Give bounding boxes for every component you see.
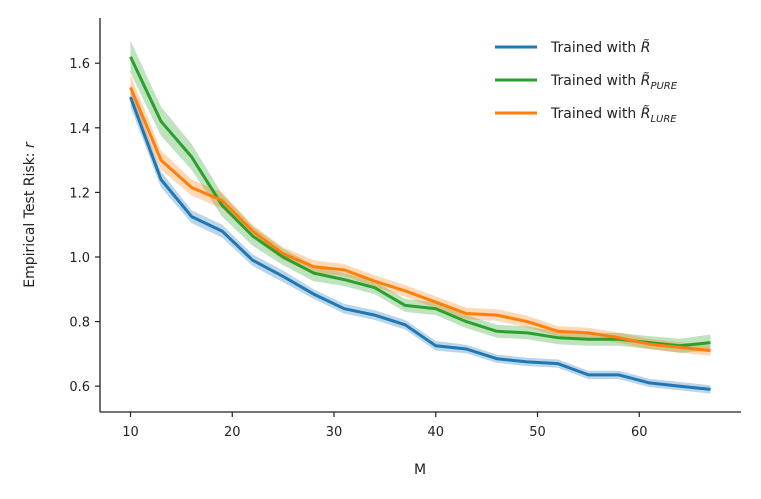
x-tick-label: 60 — [631, 425, 648, 440]
legend-label: Trained with R̃PURE — [550, 72, 678, 92]
confidence-bands — [130, 40, 711, 394]
legend-label-subscript: PURE — [650, 81, 677, 92]
y-tick-label: 1.0 — [69, 251, 90, 266]
legend-label-prefix: Trained with — [550, 73, 641, 89]
legend-label-var: R̃ — [641, 39, 651, 56]
legend-label: Trained with R̃LURE — [550, 105, 677, 125]
x-tick-label: 50 — [529, 425, 546, 440]
y-tick-label: 0.8 — [69, 316, 90, 331]
y-tick-label: 1.6 — [69, 57, 90, 72]
line-series-1 — [129, 96, 711, 391]
legend-item-2: Trained with R̃PURE — [495, 72, 678, 92]
y-tick-label: 0.6 — [69, 380, 90, 395]
legend-label-var: R̃ — [641, 105, 651, 122]
y-axis-label-var: r — [22, 141, 38, 148]
line-series-2 — [129, 56, 711, 348]
x-tick-label: 40 — [427, 425, 444, 440]
legend: Trained with R̃Trained with R̃PURETraine… — [495, 39, 678, 125]
legend-label: Trained with R̃ — [550, 39, 650, 56]
x-ticks: 10 20 30 40 50 60 — [122, 412, 648, 440]
y-tick-label: 1.4 — [69, 122, 90, 137]
axes — [99, 18, 741, 413]
series-lines — [129, 56, 711, 391]
legend-item-3: Trained with R̃LURE — [495, 105, 677, 125]
x-tick-label: 10 — [122, 425, 139, 440]
x-tick-label: 20 — [224, 425, 241, 440]
y-axis-label: Empirical Test Risk: r — [22, 141, 38, 288]
y-axis-label-text: Empirical Test Risk: — [22, 148, 38, 288]
legend-label-var: R̃ — [641, 72, 651, 89]
x-tick-label: 30 — [326, 425, 343, 440]
y-tick-label: 1.2 — [69, 186, 90, 201]
y-ticks: 0.6 0.8 1.0 1.2 1.4 1.6 — [69, 57, 100, 395]
band-series-3 — [130, 74, 711, 356]
legend-label-prefix: Trained with — [550, 106, 641, 122]
band-series-1 — [130, 87, 711, 394]
line-series-3 — [129, 86, 711, 353]
legend-item-1: Trained with R̃ — [495, 39, 650, 56]
legend-label-prefix: Trained with — [550, 40, 641, 56]
legend-label-subscript: LURE — [650, 114, 677, 125]
x-axis-label: M — [414, 462, 426, 478]
